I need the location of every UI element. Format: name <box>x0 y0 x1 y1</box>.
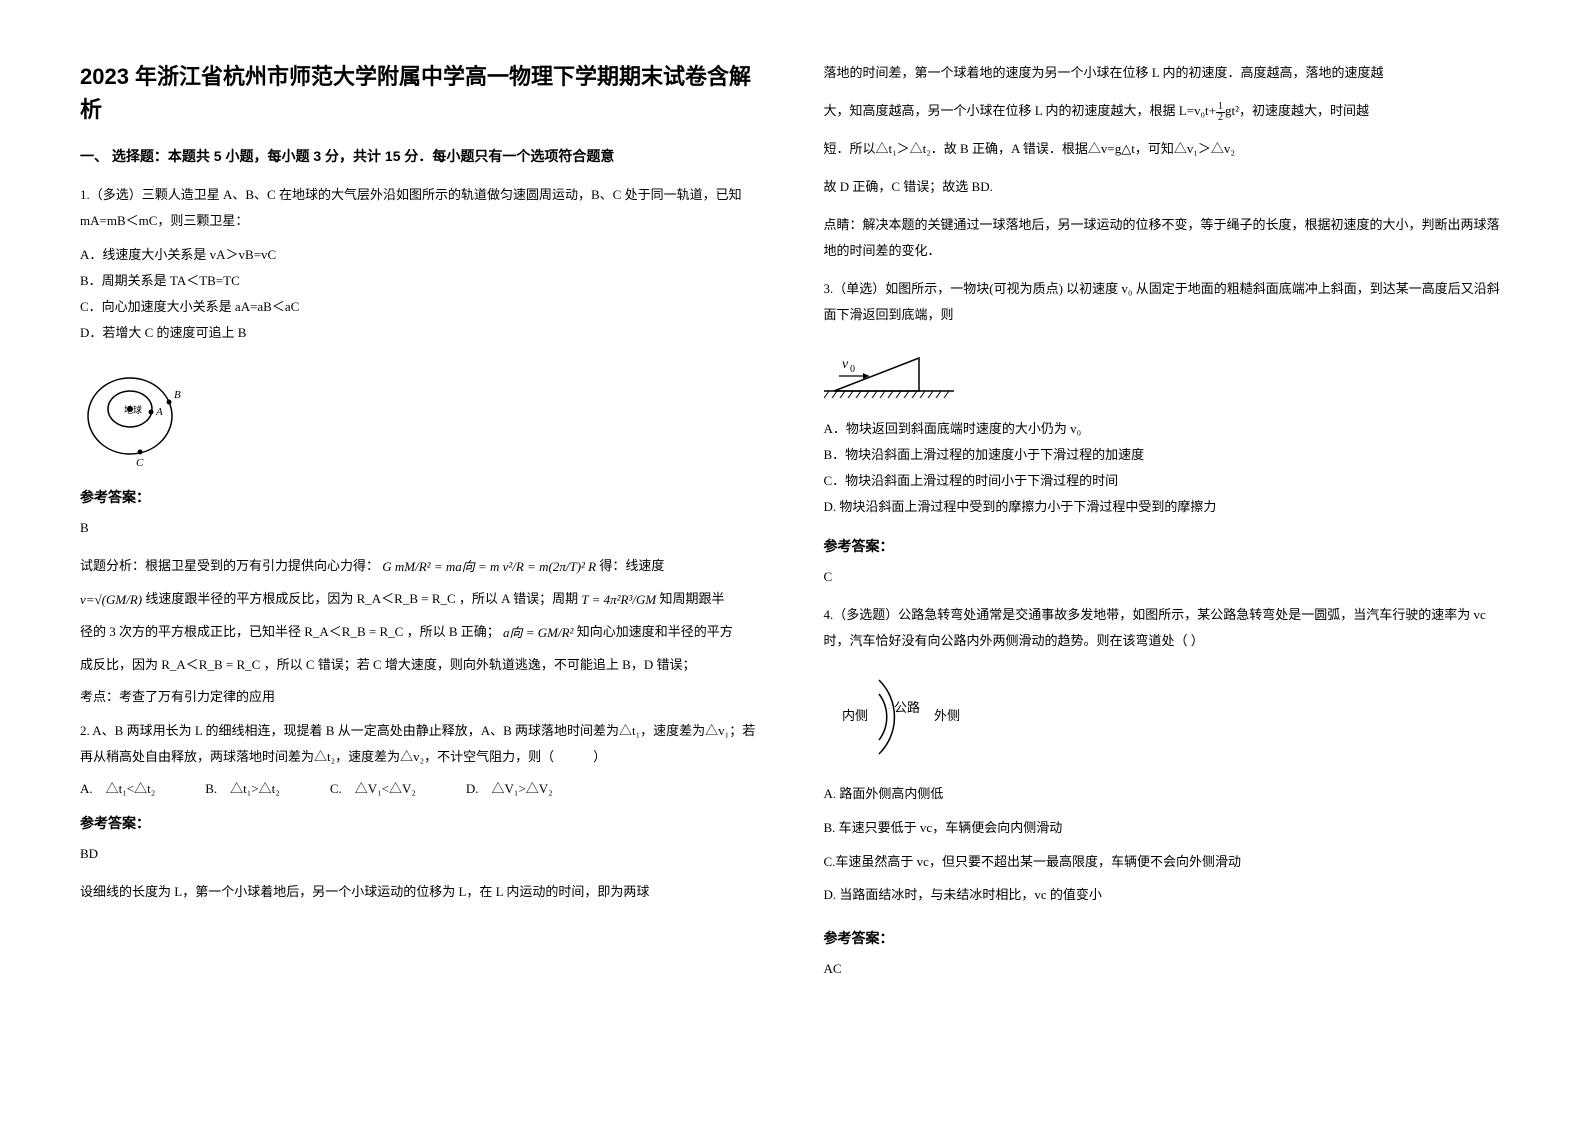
q1-optB: B．周期关系是 TA＜TB=TC <box>80 268 764 294</box>
q1-exp3-t: 径的 3 次方的平方根成正比，已知半径 R_A＜R_B = R_C ，所以 B … <box>80 624 500 639</box>
q3-answer-label: 参考答案： <box>824 536 1508 556</box>
q2-options: A. △t₁<△t₂ B. △t₁>△t₂ C. △V₁<△V₂ D. △V₁>… <box>80 778 764 797</box>
q1-exp1-formula: G mM/R² = ma向 = m v²/R = m(2π/T)² R <box>382 559 596 574</box>
q3-optC: C．物块沿斜面上滑过程的时间小于下滑过程的时间 <box>824 468 1508 494</box>
q1-orbit-figure: 地球 A B C <box>80 364 764 469</box>
q4-answer: AC <box>824 956 1508 982</box>
section-1-header: 一、 选择题：本题共 5 小题，每小题 3 分，共计 15 分．每小题只有一个选… <box>80 146 764 166</box>
q4-optA: A. 路面外侧高内侧低 <box>824 777 1508 811</box>
q3-options: A．物块返回到斜面底端时速度的大小仍为 v₀ B．物块沿斜面上滑过程的加速度小于… <box>824 416 1508 520</box>
q1-stem: 1.（多选）三颗人造卫星 A、B、C 在地球的大气层外沿如图所示的轨道做匀速圆周… <box>80 182 764 234</box>
q4-stem: 4.（多选题）公路急转弯处通常是交通事故多发地带，如图所示，某公路急转弯处是一圆… <box>824 602 1508 654</box>
right-column: 落地的时间差，第一个球着地的速度为另一个小球在位移 L 内的初速度．高度越高，落… <box>824 60 1508 1062</box>
q4-optC: C.车速虽然高于 vc，但只要不超出某一最高限度，车辆便不会向外侧滑动 <box>824 845 1508 879</box>
q3-stem: 3.（单选）如图所示，一物块(可视为质点) 以初速度 v₀ 从固定于地面的粗糙斜… <box>824 276 1508 328</box>
svg-text:A: A <box>155 406 163 418</box>
q3-optA: A．物块返回到斜面底端时速度的大小仍为 v₀ <box>824 416 1508 442</box>
q1-exp2: v=√(GM/R) 线速度跟半径的平方根成反比，因为 R_A＜R_B = R_C… <box>80 586 764 613</box>
q1-options: A．线速度大小关系是 vA＞vB=vC B．周期关系是 TA＜TB=TC C．向… <box>80 242 764 346</box>
q2-cont2a: 大，知高度越高，另一个小球在位移 L 内的初速度越大，根据 L=v₀t+ <box>824 103 1216 118</box>
q2-cont2c: gt²，初速度越大，时间越 <box>1225 103 1369 118</box>
q2-cont5: 点睛：解决本题的关键通过一球落地后，另一球运动的位移不变，等于绳子的长度，根据初… <box>824 212 1508 264</box>
q2-cont3: 短．所以△t₁＞△t₂．故 B 正确，A 错误．根据△v=g△t，可知△v₁＞△… <box>824 136 1508 162</box>
q3-optD: D. 物块沿斜面上滑过程中受到的摩擦力小于下滑过程中受到的摩擦力 <box>824 494 1508 520</box>
svg-text:v: v <box>842 357 849 372</box>
q4-optB: B. 车速只要低于 vc，车辆便会向内侧滑动 <box>824 811 1508 845</box>
q2-cont1: 落地的时间差，第一个球着地的速度为另一个小球在位移 L 内的初速度．高度越高，落… <box>824 60 1508 86</box>
q1-exp3-f: a向 = GM/R² <box>503 625 573 640</box>
q1-exp4: 成反比，因为 R_A＜R_B = R_C ，所以 C 错误；若 C 增大速度，则… <box>80 652 764 678</box>
q1-knowledge-point: 考点：考查了万有引力定律的应用 <box>80 684 764 710</box>
q1-exp3-tc: 知向心加速度和半径的平方 <box>577 624 733 639</box>
q1-optD: D．若增大 C 的速度可追上 B <box>80 320 764 346</box>
road-label-1: 公路 <box>894 700 920 715</box>
q2-exp1: 设细线的长度为 L，第一个小球着地后，另一个小球运动的位移为 L，在 L 内运动… <box>80 879 764 905</box>
q2-optA: A. △t₁<△t₂ <box>80 778 155 797</box>
q2-answer: BD <box>80 841 764 867</box>
q2-answer-label: 参考答案： <box>80 813 764 833</box>
q2-stem: 2. A、B 两球用长为 L 的细线相连，现提着 B 从一定高处由静止释放，A、… <box>80 718 764 770</box>
q1-answer-label: 参考答案： <box>80 487 764 507</box>
q2-optD: D. △V₁>△V₂ <box>466 778 553 797</box>
road-outer-label: 外侧 <box>934 708 960 723</box>
q2-optC: C. △V₁<△V₂ <box>330 778 416 797</box>
q1-optA: A．线速度大小关系是 vA＞vB=vC <box>80 242 764 268</box>
q1-exp2-fa: v=√(GM/R) <box>80 592 142 607</box>
q1-exp1-tail: 得：线速度 <box>599 558 664 573</box>
q1-exp3: 径的 3 次方的平方根成正比，已知半径 R_A＜R_B = R_C ，所以 B … <box>80 619 764 646</box>
exam-title: 2023 年浙江省杭州市师范大学附属中学高一物理下学期期末试卷含解析 <box>80 60 764 126</box>
road-inner-label: 内侧 <box>842 708 868 723</box>
q4-options: A. 路面外侧高内侧低 B. 车速只要低于 vc，车辆便会向内侧滑动 C.车速虽… <box>824 777 1508 912</box>
svg-text:0: 0 <box>850 364 855 375</box>
q1-exp1: 试题分析：根据卫星受到的万有引力提供向心力得： G mM/R² = ma向 = … <box>80 553 764 580</box>
q3-incline-figure: v 0 <box>824 346 1508 406</box>
q1-exp2-td: 知周期跟半 <box>659 591 724 606</box>
q1-optC: C．向心加速度大小关系是 aA=aB＜aC <box>80 294 764 320</box>
q3-answer: C <box>824 564 1508 590</box>
left-column: 2023 年浙江省杭州市师范大学附属中学高一物理下学期期末试卷含解析 一、 选择… <box>80 60 764 1062</box>
q4-answer-label: 参考答案： <box>824 928 1508 948</box>
svg-text:地球: 地球 <box>124 404 142 415</box>
q2-cont4: 故 D 正确，C 错误；故选 BD. <box>824 174 1508 200</box>
svg-text:B: B <box>174 389 181 401</box>
q2-cont2: 大，知高度越高，另一个小球在位移 L 内的初速度越大，根据 L=v₀t+12gt… <box>824 98 1508 124</box>
q1-exp1-text: 试题分析：根据卫星受到的万有引力提供向心力得： <box>80 558 379 573</box>
q1-exp2-tb: 线速度跟半径的平方根成反比，因为 R_A＜R_B = R_C ，所以 A 错误；… <box>145 591 581 606</box>
q1-answer: B <box>80 515 764 541</box>
q4-optD: D. 当路面结冰时，与未结冰时相比，vc 的值变小 <box>824 878 1508 912</box>
q2-optB: B. △t₁>△t₂ <box>205 778 280 797</box>
svg-text:C: C <box>136 457 144 469</box>
q4-road-figure: 内侧 公路 外侧 <box>824 672 1508 767</box>
q1-exp2-fc: T = 4π²R³/GM <box>581 592 656 607</box>
q3-optB: B．物块沿斜面上滑过程的加速度小于下滑过程的加速度 <box>824 442 1508 468</box>
